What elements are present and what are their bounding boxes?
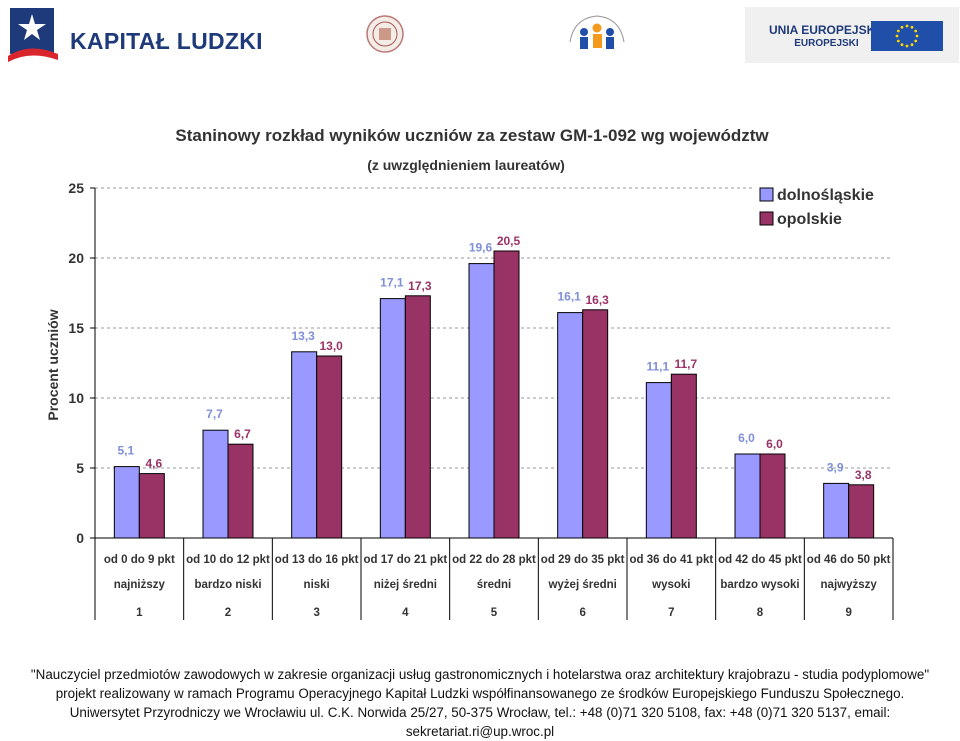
eu-logo-line1: UNIA EUROPEJSKA — [769, 23, 884, 37]
y-tick-label: 5 — [76, 460, 84, 476]
category-stanine: 1 — [136, 607, 143, 619]
footer-address: Uniwersytet Przyrodniczy we Wrocławiu ul… — [69, 705, 891, 720]
data-label: 3,9 — [827, 460, 844, 474]
category-stanine: 2 — [225, 607, 231, 619]
data-label: 11,1 — [646, 360, 669, 374]
category-range: od 0 do 9 pkt — [104, 554, 175, 566]
legend-background — [755, 184, 893, 232]
footer-project-title: "Nauczyciel przedmiotów zawodowych w zak… — [30, 667, 930, 682]
footer-email: sekretariat.ri@up.wroc.pl — [405, 724, 555, 739]
y-axis-label: Procent uczniów — [45, 309, 61, 420]
legend-swatch — [759, 187, 774, 202]
footer: "Nauczyciel przedmiotów zawodowych w zak… — [0, 665, 960, 741]
bar — [670, 373, 697, 539]
bar — [823, 482, 850, 539]
x-category-table: od 0 do 9 pkt najniższy 1 od 10 do 12 pkt ba… — [94, 538, 894, 620]
y-tick-label: 25 — [68, 180, 84, 196]
kapital-ludzki-logo-text: KAPITAŁ LUDZKI — [70, 28, 263, 54]
stanine-bar-chart: Staninowy rozkład wyników uczniów za zes… — [45, 126, 894, 620]
bar — [113, 466, 140, 539]
data-label: 16,1 — [557, 290, 581, 304]
bar — [316, 355, 343, 539]
legend: dolnośląskie opolskie — [755, 184, 893, 232]
data-label: 13,0 — [319, 339, 343, 353]
category-label: bardzo niski — [194, 579, 261, 591]
category-stanine: 8 — [757, 607, 764, 619]
data-label: 3,8 — [855, 468, 872, 482]
data-label: 17,1 — [380, 276, 404, 290]
y-tick-label: 15 — [68, 320, 84, 336]
y-tick-label: 10 — [68, 390, 84, 406]
category-range: od 29 do 35 pkt — [541, 554, 625, 566]
bar — [404, 295, 431, 539]
eu-flag-icon — [871, 21, 943, 51]
category-range: od 42 do 45 pkt — [718, 554, 802, 566]
category-label: najniższy — [114, 579, 166, 591]
bar — [645, 382, 672, 539]
category-stanine: 7 — [668, 607, 674, 619]
category-label: wyżej średni — [547, 579, 616, 591]
university-seal-icon — [366, 15, 404, 53]
data-label: 20,5 — [497, 234, 521, 248]
category-label: najwyższy — [821, 579, 878, 591]
bar — [379, 298, 406, 539]
category-label: niżej średni — [374, 579, 437, 591]
bar — [227, 443, 254, 539]
legend-label: opolskie — [777, 211, 842, 228]
category-range: od 22 do 28 pkt — [452, 554, 536, 566]
y-tick-labels: 0 5 10 15 20 25 — [68, 180, 84, 546]
data-label: 19,6 — [469, 241, 493, 255]
category-range: od 46 do 50 pkt — [807, 554, 891, 566]
bar — [848, 484, 875, 539]
bars — [113, 250, 875, 539]
data-label: 6,0 — [738, 431, 755, 445]
header: KAPITAŁ LUDZKI UNIA EUROPEJSKA EUROPEJSK… — [0, 0, 960, 80]
bar — [557, 312, 584, 539]
y-tick-label: 20 — [68, 250, 84, 266]
bar — [468, 263, 495, 539]
category-range: od 36 do 41 pkt — [629, 554, 713, 566]
category-label: bardzo wysoki — [720, 579, 799, 591]
eu-logo-text: UNIA EUROPEJSKA EUROPEJSKI — [769, 23, 884, 51]
chart-subtitle: (z uwzględnieniem laureatów) — [367, 157, 565, 173]
category-range: od 17 do 21 pkt — [363, 554, 447, 566]
bar — [138, 473, 165, 539]
legend-label: dolnośląskie — [777, 187, 874, 204]
bar — [759, 453, 786, 539]
bar — [202, 429, 229, 539]
eu-logo-line2: EUROPEJSKI — [794, 38, 859, 49]
legend-swatch — [759, 211, 774, 226]
y-tick-label: 0 — [76, 530, 84, 546]
data-label: 13,3 — [291, 329, 315, 343]
eu-logo: UNIA EUROPEJSKA EUROPEJSKI — [745, 7, 959, 63]
category-stanine: 3 — [313, 607, 319, 619]
category-stanine: 6 — [579, 607, 585, 619]
bar — [734, 453, 761, 539]
data-label: 6,0 — [766, 437, 783, 451]
chart-title: Staninowy rozkład wyników uczniów za zes… — [175, 126, 769, 145]
bar — [291, 351, 318, 539]
category-label: wysoki — [651, 579, 690, 591]
bar — [582, 309, 609, 539]
bar — [493, 250, 520, 539]
category-range: od 13 do 16 pkt — [275, 554, 359, 566]
category-label: średni — [477, 579, 512, 591]
project-website-logo-icon — [569, 15, 625, 49]
data-label: 7,7 — [206, 407, 223, 421]
data-labels: 5,1 7,7 13,3 17,1 19,6 16,1 11,1 6,0 3,9 4,6 6,7 13… — [117, 234, 871, 482]
category-stanine: 5 — [491, 607, 498, 619]
data-label: 4,6 — [145, 457, 162, 471]
category-stanine: 4 — [402, 607, 409, 619]
category-stanine: 9 — [845, 607, 851, 619]
data-label: 5,1 — [117, 444, 134, 458]
data-label: 11,7 — [674, 357, 697, 371]
footer-program-info: projekt realizowany w ramach Programu Op… — [55, 686, 905, 701]
category-label: niski — [304, 579, 330, 591]
data-label: 16,3 — [585, 293, 609, 307]
data-label: 6,7 — [234, 427, 251, 441]
category-range: od 10 do 12 pkt — [186, 554, 270, 566]
data-label: 17,3 — [408, 279, 432, 293]
kapital-ludzki-logo-icon — [8, 8, 58, 62]
